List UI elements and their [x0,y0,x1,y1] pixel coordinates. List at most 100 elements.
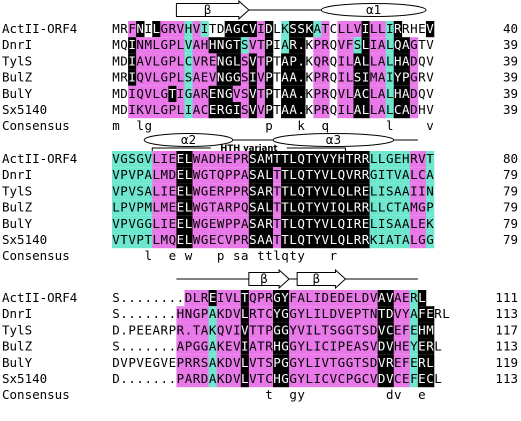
residue: Q [297,216,305,231]
residue: T [362,306,370,321]
residue: N [217,37,225,52]
residue: T [305,167,313,182]
residue: Q [418,53,426,68]
residue: V [249,53,257,68]
residue-shade [112,215,121,232]
residue-shade [120,183,129,200]
residue-shade [297,199,306,216]
residue-shade [353,232,362,249]
residue-shade [337,338,346,355]
residue-shade [345,306,354,323]
residue: . [297,53,305,68]
residue-shade [152,21,161,38]
residue-shade [208,37,217,54]
residue: K [217,339,225,354]
residue-shade [393,69,403,86]
residue-shade [321,232,330,249]
sequence-name: TylS [2,53,32,68]
residue-shade [385,151,395,168]
residue: L [177,53,185,68]
residue: V [322,167,330,182]
position-number: 119 [495,355,518,370]
residue: D [378,339,386,354]
residue-shade [176,306,185,323]
residue: A [225,21,233,36]
residue-shade [160,102,169,119]
residue-shade [361,322,370,339]
residue: V [193,21,201,36]
residue-shade [264,151,274,168]
residue: V [161,355,169,370]
residue-shade [144,69,153,86]
residue: G [289,306,297,321]
residue-shade [256,371,266,388]
residue-shade [232,354,242,371]
residue: . [153,371,161,386]
residue: G [418,200,426,215]
residue-shade [417,183,427,200]
residue-shade [128,69,137,86]
residue-shade [144,215,153,232]
residue-shade [136,167,145,184]
residue: S [201,355,209,370]
residue: R [354,216,362,231]
residue: M [112,70,120,85]
residue: P [273,355,281,370]
residue: E [209,183,217,198]
sequence-name: BulZ [2,70,33,85]
residue-shade [401,37,411,54]
sequence-name: TylS [2,322,32,337]
residue-shade [128,183,137,200]
residue-shade [409,306,419,323]
residue-shade [361,199,370,216]
residue: R [354,183,362,198]
residue-shade [329,371,338,388]
residue: S [354,70,362,85]
residue-shade [192,354,201,371]
residue: P [169,102,177,117]
residue: T [169,86,177,101]
residue: N [185,306,193,321]
residue: F [346,37,354,52]
residue: R [418,70,426,85]
residue: I [314,355,322,370]
residue: I [233,322,241,337]
ss-strand [175,0,250,21]
residue: V [144,151,152,166]
residue-shade [337,322,346,339]
residue-shade [216,290,225,307]
residue-shade [353,371,362,388]
residue: A [193,70,201,85]
residue-shade [216,37,225,54]
residue: H [273,371,281,386]
ss-strand-label: β [204,3,212,17]
consensus-residue: t [265,248,273,263]
residue-shade [192,102,201,119]
residue-shade [377,215,386,232]
residue-shade [184,215,193,232]
residue: E [410,355,418,370]
consensus-residue: l [386,118,394,133]
residue-shade [345,199,354,216]
residue: L [289,232,297,247]
residue-shade [160,167,169,184]
consensus-residue: q [281,248,289,263]
residue-shade [232,85,242,102]
residue: E [169,216,177,231]
residue: E [144,355,152,370]
residue-shade [208,354,217,371]
residue-shade [256,151,266,168]
residue: T [257,53,265,68]
residue: A [257,167,265,182]
residue-shade [160,183,169,200]
residue: A [257,151,265,166]
residue-shade [313,371,322,388]
residue-shade [409,53,419,70]
position-number: 111 [495,290,518,305]
residue: E [410,322,418,337]
residue: P [233,200,241,215]
residue-shade [224,37,234,54]
consensus-residue: g [289,387,297,402]
residue-shade [321,151,330,168]
residue: Y [314,200,322,215]
